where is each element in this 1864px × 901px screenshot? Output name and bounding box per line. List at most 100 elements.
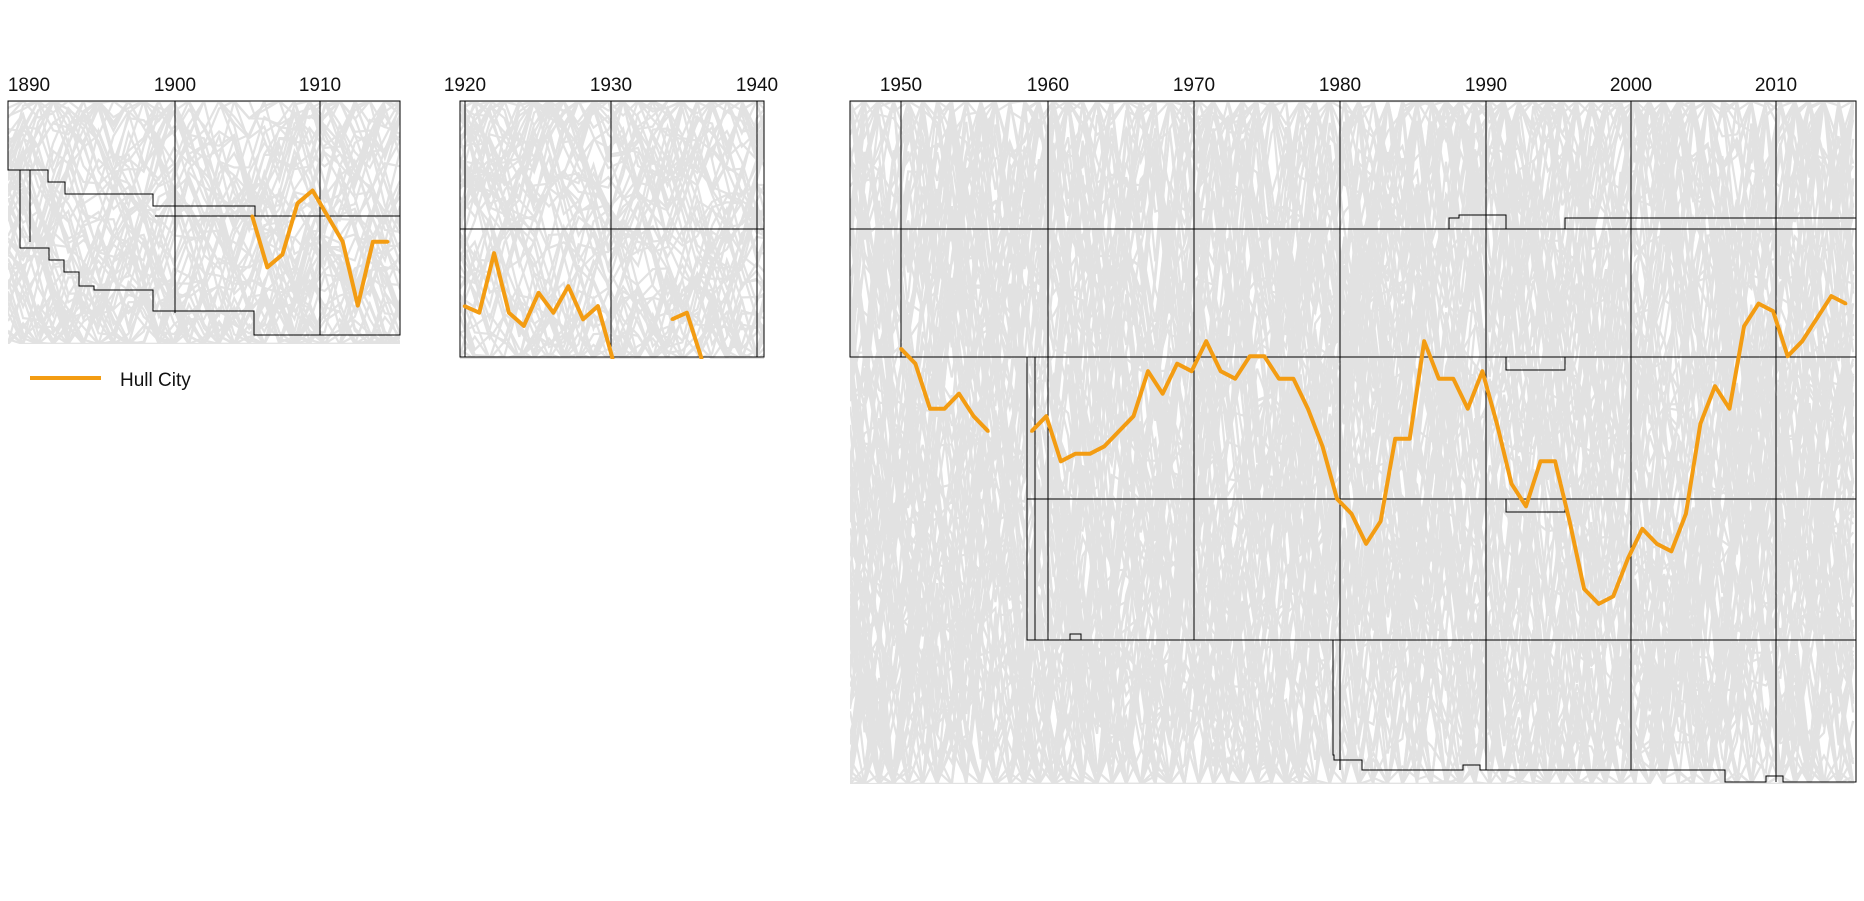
data-point-hull-city [700,357,704,359]
data-point-hull-city [1669,549,1673,553]
data-point-hull-city [1757,302,1761,306]
background-club-line [8,166,400,344]
background-club-line [460,102,764,270]
background-club-line [460,126,764,216]
data-point-hull-city [1146,369,1150,373]
data-point-hull-city [1335,497,1339,501]
tick-label-1950: 1950 [880,75,922,96]
background-club-line [850,101,1855,784]
data-point-hull-city [1291,377,1295,381]
data-point-hull-city [1742,324,1746,328]
data-point-hull-city [566,284,570,288]
background-club-line [850,101,1855,784]
background-club-line [460,252,764,359]
background-club-line [460,101,764,359]
data-point-hull-city [492,251,496,255]
background-club-line [8,234,400,344]
data-point-hull-city [1030,429,1034,433]
data-point-hull-city [1088,452,1092,456]
data-point-hull-city [913,362,918,366]
background-club-line [8,101,400,323]
data-point-hull-city [1640,527,1644,531]
grid-lines [155,101,400,335]
panel-frame [849,100,1857,783]
background-club-line [850,101,1855,784]
background-club-line [8,101,400,271]
x-axis-ticks: 1920 1930 1940 [444,75,778,96]
background-club-line [8,101,400,344]
other-clubs-lines [460,101,764,359]
background-club-line [460,195,764,316]
data-point-hull-city [1597,602,1601,606]
hull-city-line [250,188,390,308]
data-point-hull-city [1582,587,1586,591]
tick-label-1960: 1960 [1027,75,1069,96]
background-club-line [850,101,1854,708]
data-point-hull-city [326,214,330,218]
data-point-hull-city [1524,504,1528,508]
background-club-line [460,101,764,216]
background-club-line [850,101,1854,784]
tick-label-1910: 1910 [299,75,341,96]
data-point-hull-city [1771,309,1775,313]
tick-label-1920: 1920 [444,75,486,96]
background-club-line [460,299,764,359]
grid-lines [460,101,764,357]
panel-frame [7,100,401,336]
background-club-line [8,101,400,344]
data-point-hull-city [1713,384,1717,388]
data-point-hull-city [1349,512,1354,516]
background-club-line [8,185,400,344]
tick-label-2010: 2010 [1755,75,1797,96]
background-club-line [8,113,400,344]
background-club-line [460,139,764,359]
data-point-hull-city [462,304,466,308]
tick-label-1980: 1980 [1319,75,1361,96]
background-club-line [8,101,400,292]
data-point-hull-city [551,311,556,315]
data-point-hull-city [1393,437,1397,441]
data-point-hull-city [986,429,990,433]
legend: Hull City [30,370,191,391]
background-club-line [460,101,764,334]
background-club-line [850,101,1854,724]
data-point-hull-city [1277,377,1281,381]
data-point-hull-city [1509,482,1514,486]
data-point-hull-city [611,357,615,359]
background-club-line [8,101,400,311]
data-point-hull-city [1611,594,1615,599]
data-point-hull-city [507,311,511,315]
background-club-line [850,101,1855,784]
data-point-hull-city [972,414,976,418]
data-point-hull-city [1568,519,1572,523]
background-club-line [850,105,1855,784]
background-club-line [460,101,764,211]
background-club-line [8,198,400,344]
background-club-line [850,101,1855,784]
data-point-hull-city [1786,354,1790,358]
data-point-hull-city [371,240,375,244]
data-point-hull-city [1117,429,1121,433]
background-club-line [850,356,1855,784]
data-point-hull-city [1320,444,1325,448]
background-club-line [460,130,764,359]
tick-label-2000: 2000 [1610,75,1652,96]
hull-city-line [899,294,1848,606]
background-club-line [460,101,764,243]
background-club-line [850,101,1854,784]
background-club-line [8,154,400,344]
data-point-hull-city [1190,369,1194,373]
background-club-line [850,225,1855,784]
data-point-hull-city [1044,414,1048,418]
data-point-hull-city [1480,369,1484,373]
data-point-hull-city [1829,294,1833,298]
tick-label-1970: 1970 [1173,75,1215,96]
background-club-line [850,101,1854,525]
panel-1920-1939: 1920 1930 1940 [444,75,778,359]
background-club-line [460,101,764,190]
data-point-hull-city [1844,302,1848,306]
background-club-line [850,101,1855,784]
data-point-hull-city [1248,354,1252,358]
background-club-line [460,101,764,358]
data-point-hull-city [1815,317,1819,321]
